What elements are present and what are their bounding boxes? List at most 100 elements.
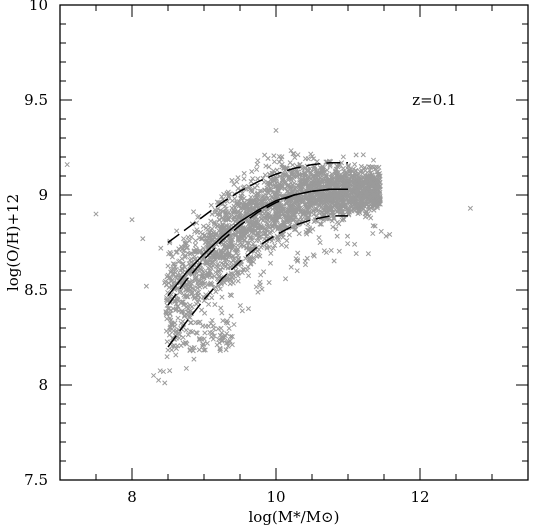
scatter-point — [299, 166, 305, 172]
scatter-point — [275, 206, 281, 212]
scatter-point — [223, 340, 230, 346]
scatter-point — [294, 195, 300, 201]
scatter-point — [260, 218, 266, 224]
scatter-point — [375, 171, 381, 177]
scatter-point — [218, 281, 224, 287]
scatter-point — [237, 202, 243, 208]
scatter-point — [324, 197, 330, 203]
line-layer — [167, 161, 348, 348]
scatter-point — [228, 333, 234, 340]
scatter-point — [201, 347, 207, 353]
scatter-point — [202, 239, 208, 246]
scatter-point — [349, 174, 355, 180]
scatter-point — [184, 244, 191, 250]
scatter-point — [212, 253, 218, 259]
scatter-point — [167, 240, 173, 246]
scatter-point — [366, 206, 372, 212]
scatter-point — [387, 231, 393, 237]
scatter-point — [187, 302, 193, 308]
scatter-point — [219, 330, 225, 336]
y-axis-title: log(O/H)+12 — [4, 194, 22, 291]
scatter-point — [266, 190, 272, 196]
scatter-point — [188, 284, 194, 290]
scatter-point — [215, 206, 221, 212]
scatter-point — [352, 184, 358, 190]
scatter-point — [243, 256, 249, 262]
scatter-point — [299, 176, 305, 182]
scatter-point — [209, 281, 215, 287]
scatter-point — [244, 240, 250, 246]
scatter-point — [189, 329, 196, 335]
scatter-point — [299, 172, 305, 178]
scatter-point — [326, 182, 332, 188]
scatter-point — [354, 187, 360, 193]
scatter-point — [260, 198, 266, 204]
scatter-point — [341, 190, 347, 196]
scatter-point — [255, 230, 261, 236]
scatter-point — [297, 180, 303, 186]
scatter-point — [237, 224, 243, 230]
scatter-point — [295, 258, 301, 264]
scatter-point — [189, 291, 195, 297]
scatter-point — [172, 307, 179, 313]
scatter-point — [188, 234, 195, 240]
scatter-point — [334, 163, 340, 169]
scatter-point — [239, 232, 245, 238]
scatter-point — [93, 211, 99, 217]
scatter-point — [211, 273, 217, 279]
scatter-point — [190, 209, 197, 215]
scatter-point — [331, 180, 337, 186]
scatter-point — [364, 177, 370, 183]
scatter-point — [467, 205, 473, 211]
scatter-point — [226, 325, 232, 331]
scatter-point — [239, 230, 245, 236]
scatter-point — [205, 281, 211, 288]
scatter-point — [181, 292, 187, 298]
scatter-point — [348, 194, 354, 200]
scatter-point — [340, 215, 346, 222]
scatter-point — [222, 203, 228, 209]
scatter-point — [288, 180, 294, 186]
scatter-point — [269, 238, 275, 244]
scatter-point — [210, 236, 217, 242]
scatter-point — [180, 245, 186, 251]
scatter-point — [264, 245, 270, 251]
scatter-point — [274, 233, 280, 239]
scatter-point — [352, 241, 358, 247]
scatter-point — [240, 266, 246, 272]
scatter-point — [188, 310, 194, 317]
scatter-point — [255, 176, 261, 182]
scatter-point — [180, 318, 186, 325]
scatter-point — [305, 184, 311, 190]
scatter-point — [306, 174, 312, 180]
scatter-point — [311, 208, 317, 214]
scatter-point — [174, 275, 180, 281]
scatter-point — [335, 208, 341, 215]
scatter-point — [253, 222, 259, 228]
scatter-point — [189, 278, 195, 284]
scatter-point — [179, 266, 185, 272]
scatter-point — [280, 178, 286, 184]
scatter-point — [355, 176, 361, 182]
scatter-point — [311, 253, 317, 259]
scatter-point — [303, 229, 309, 235]
scatter-point — [218, 248, 224, 254]
scatter-point — [165, 347, 171, 353]
scatter-point — [213, 289, 219, 295]
scatter-point — [369, 180, 375, 186]
scatter-point — [294, 268, 300, 274]
scatter-point — [284, 237, 290, 244]
scatter-point — [194, 285, 200, 291]
scatter-point — [233, 250, 239, 256]
scatter-point — [329, 218, 335, 224]
scatter-point — [336, 248, 342, 254]
scatter-point — [331, 258, 337, 264]
scatter-point — [248, 198, 254, 205]
scatter-point — [245, 230, 251, 236]
scatter-point — [190, 348, 196, 354]
scatter-point — [267, 260, 274, 266]
scatter-point — [232, 219, 239, 225]
scatter-point — [310, 226, 316, 232]
scatter-point — [183, 301, 189, 307]
